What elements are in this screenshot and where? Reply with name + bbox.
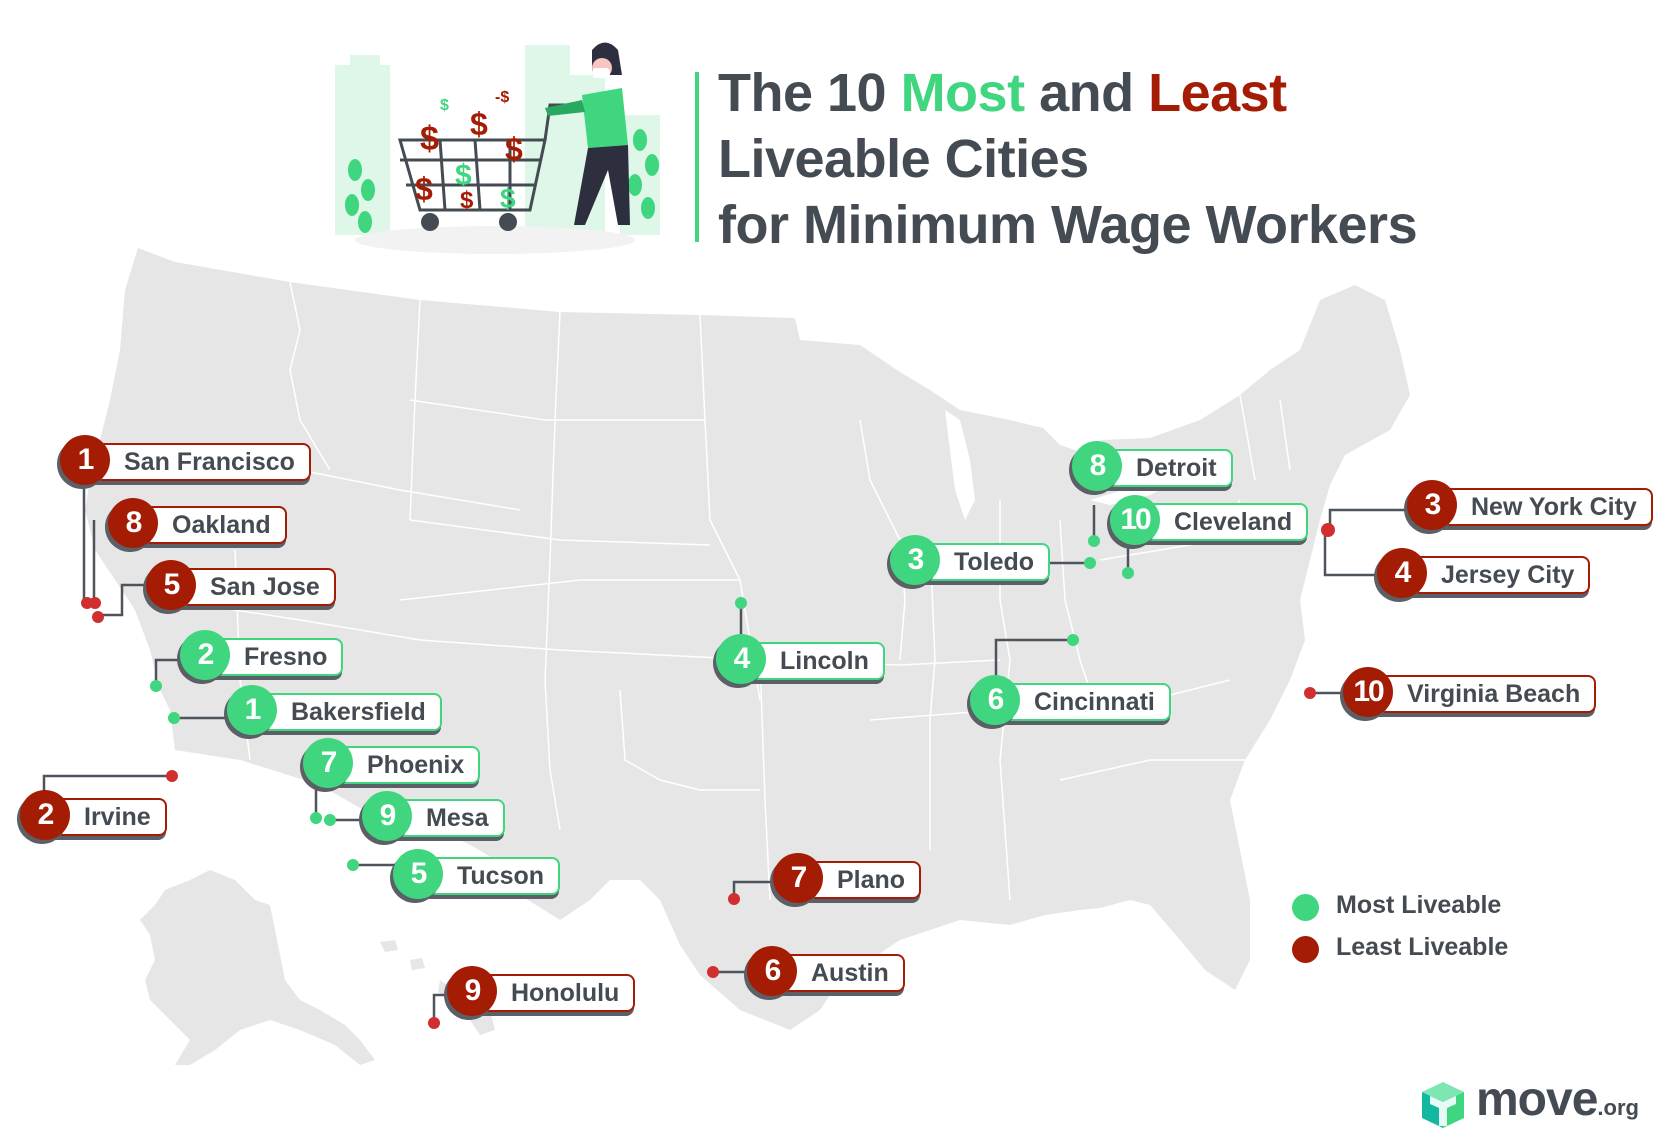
city-label: Bakersfield [255, 693, 442, 731]
city-label: Cleveland [1138, 503, 1309, 541]
city-label: Jersey City [1405, 556, 1591, 594]
title-line-2: Liveable Cities [718, 129, 1089, 189]
rank-badge: 7 [773, 853, 823, 903]
person-icon [545, 42, 630, 225]
svg-text:$: $ [460, 187, 474, 214]
shopping-cart-illustration: $ $ $ $ $ -$ $ $ $ [335, 42, 660, 254]
city-label: Lincoln [744, 642, 885, 680]
city-label: New York City [1435, 488, 1653, 526]
red-dot-icon [1292, 936, 1319, 963]
city-label: Tucson [421, 857, 561, 895]
rank-badge: 8 [108, 498, 158, 548]
svg-text:$: $ [455, 159, 472, 192]
svg-text:-$: -$ [495, 89, 509, 106]
rank-badge: 1 [60, 435, 110, 485]
title-line-1: The 10 Most and Least [718, 63, 1287, 123]
location-dots [81, 523, 1335, 1029]
title-least-word: Least [1148, 63, 1287, 123]
svg-text:$: $ [505, 131, 523, 167]
box-logo-icon [1422, 1082, 1464, 1128]
rank-badge: 5 [393, 849, 443, 899]
rank-badge: 6 [970, 675, 1020, 725]
svg-text:$: $ [440, 97, 449, 114]
leader-lines [42, 460, 1410, 1023]
svg-text:$: $ [500, 183, 516, 214]
city-label: Fresno [208, 638, 344, 676]
page-title: The 10 Most and Least Liveable Cities fo… [718, 60, 1418, 258]
svg-text:$: $ [415, 171, 433, 207]
rank-badge: 2 [20, 790, 70, 840]
city-label: Toledo [918, 543, 1051, 581]
rank-badge: 10 [1343, 667, 1393, 717]
title-line-3: for Minimum Wage Workers [718, 195, 1418, 255]
city-label: San Jose [174, 568, 336, 606]
rank-badge: 4 [716, 634, 766, 684]
rank-badge: 6 [747, 946, 797, 996]
city-label: Cincinnati [998, 683, 1171, 721]
rank-badge: 10 [1110, 495, 1160, 545]
rank-badge: 7 [303, 738, 353, 788]
rank-badge: 2 [180, 630, 230, 680]
city-label: Phoenix [331, 746, 481, 784]
rank-badge: 9 [362, 791, 412, 841]
alaska-shape [140, 870, 375, 1065]
rank-badge: 9 [447, 966, 497, 1016]
title-accent-bar [695, 72, 699, 242]
green-dot-icon [1292, 894, 1319, 921]
hawaii-shape [380, 940, 495, 1035]
rank-badge: 4 [1377, 548, 1427, 598]
city-label: Oakland [136, 506, 287, 544]
rank-badge: 3 [890, 535, 940, 585]
title-most-word: Most [900, 63, 1025, 123]
logo-suffix: .org [1597, 1095, 1639, 1120]
svg-text:$: $ [420, 120, 439, 158]
header: $ $ $ $ $ -$ $ $ $ The 10 Most and Least… [330, 30, 1480, 255]
rank-badge: 1 [227, 685, 277, 735]
rank-badge: 8 [1072, 441, 1122, 491]
rank-badge: 5 [146, 560, 196, 610]
city-label: San Francisco [88, 443, 311, 481]
svg-text:$: $ [470, 106, 488, 142]
city-label: Honolulu [475, 974, 636, 1012]
leaf-icon [345, 129, 659, 233]
city-label: Detroit [1100, 449, 1233, 487]
logo-name: move [1476, 1073, 1598, 1126]
rank-badge: 3 [1407, 480, 1457, 530]
city-label: Virginia Beach [1371, 675, 1597, 713]
